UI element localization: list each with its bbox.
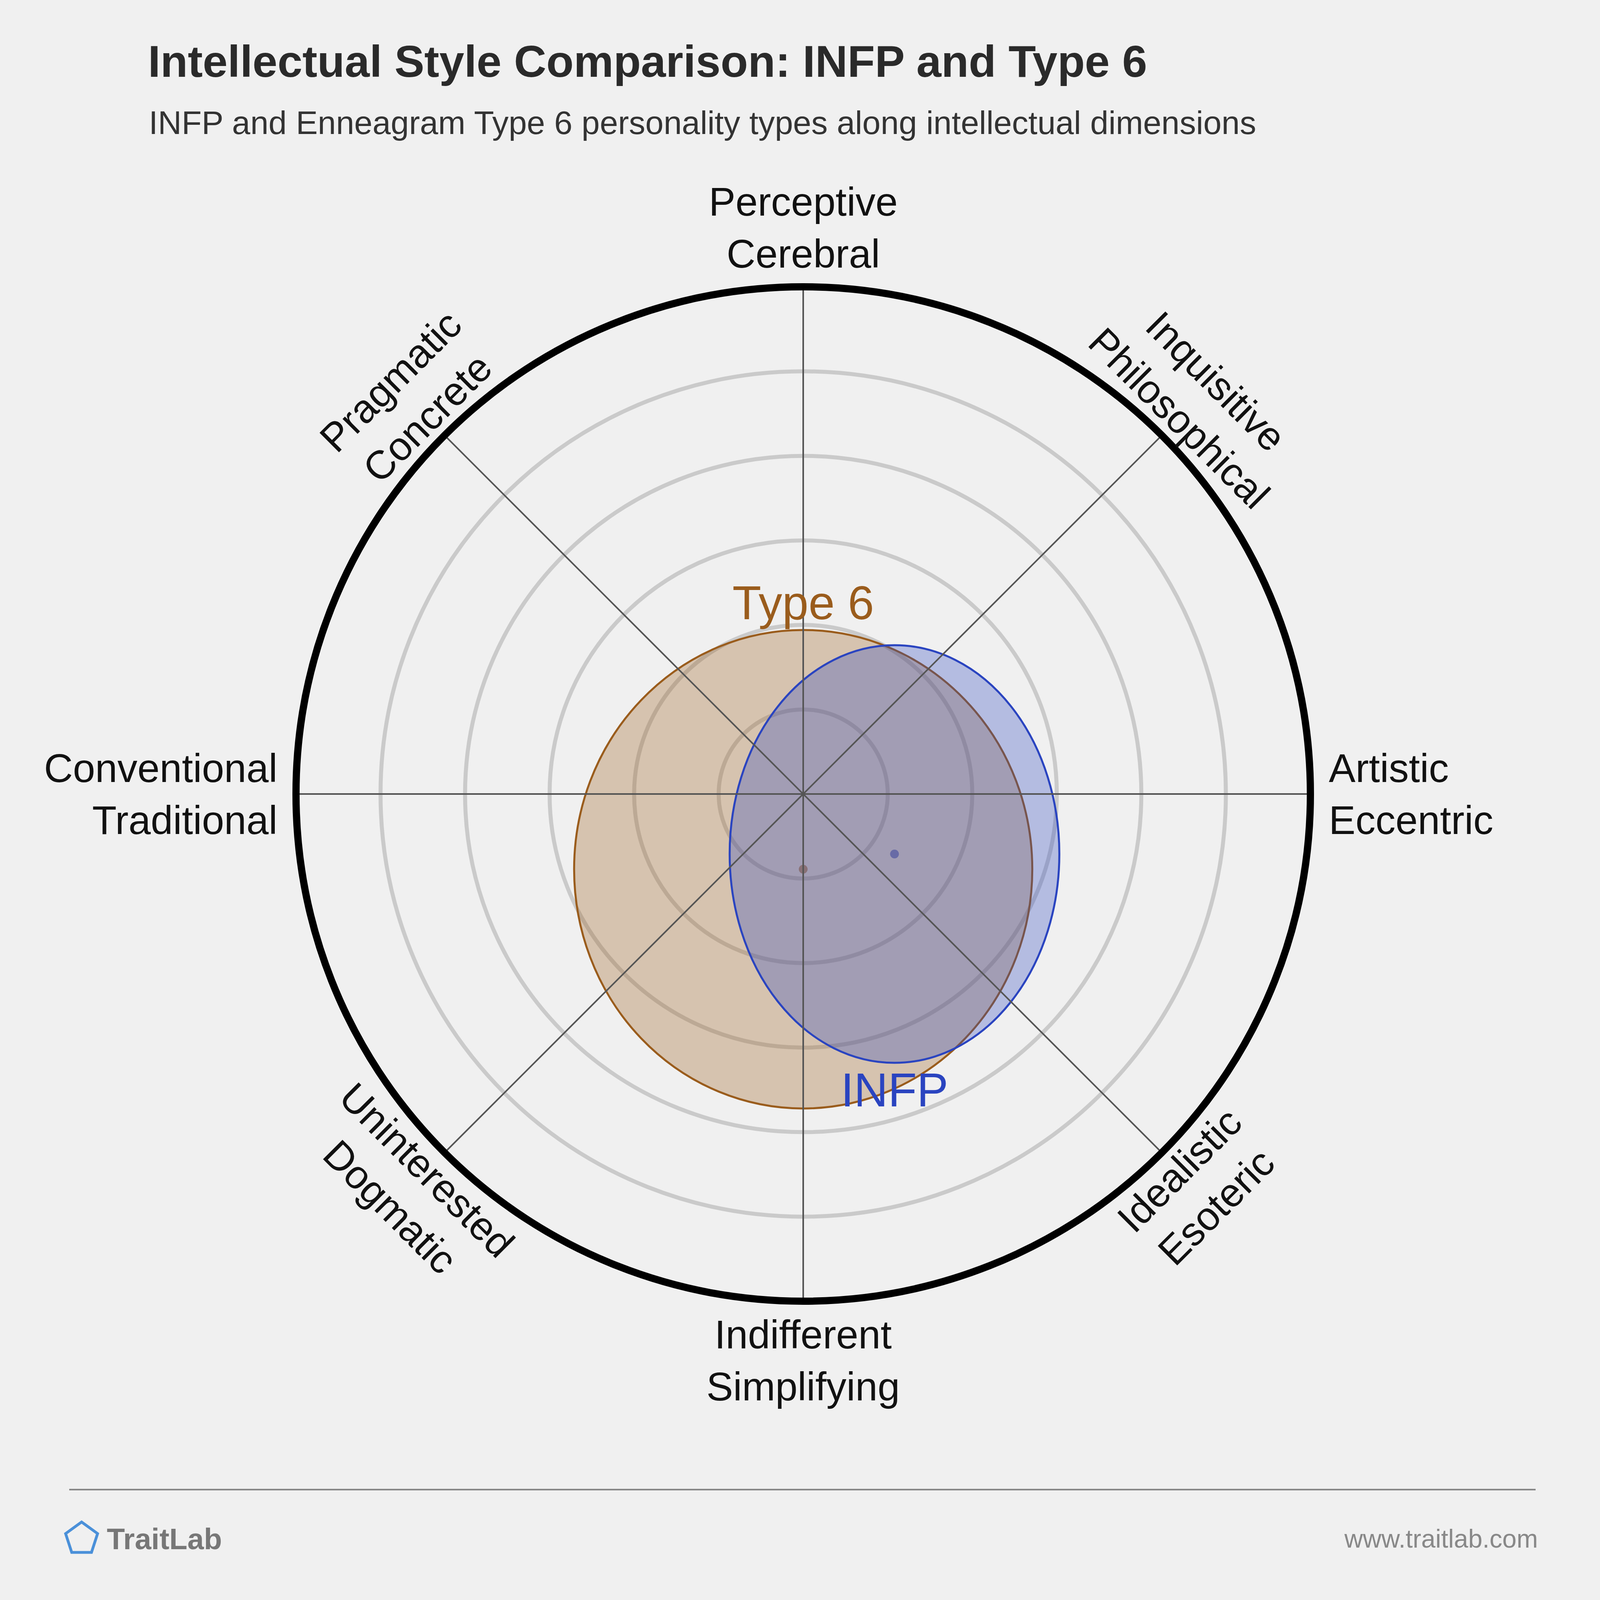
svg-text:IndifferentSimplifying: IndifferentSimplifying	[706, 1312, 900, 1409]
svg-text:Intellectual Style Comparison:: Intellectual Style Comparison: INFP and …	[148, 36, 1148, 87]
svg-text:InquisitivePhilosophical: InquisitivePhilosophical	[1080, 282, 1316, 518]
svg-text:www.traitlab.com: www.traitlab.com	[1344, 1524, 1538, 1554]
svg-text:ConventionalTraditional: ConventionalTraditional	[44, 745, 278, 843]
svg-text:TraitLab: TraitLab	[106, 1522, 222, 1556]
svg-text:IdealisticEsoteric: IdealisticEsoteric	[1108, 1099, 1287, 1278]
svg-text:ArtisticEccentric: ArtisticEccentric	[1328, 745, 1494, 843]
svg-text:PerceptiveCerebral: PerceptiveCerebral	[708, 179, 898, 276]
svg-text:INFP and Enneagram Type 6 pers: INFP and Enneagram Type 6 personality ty…	[148, 104, 1256, 141]
svg-text:UninterestedDogmatic: UninterestedDogmatic	[294, 1074, 524, 1303]
svg-text:INFP: INFP	[840, 1063, 949, 1117]
svg-text:PragmaticConcrete: PragmaticConcrete	[310, 301, 507, 498]
svg-text:Type 6: Type 6	[732, 576, 874, 630]
